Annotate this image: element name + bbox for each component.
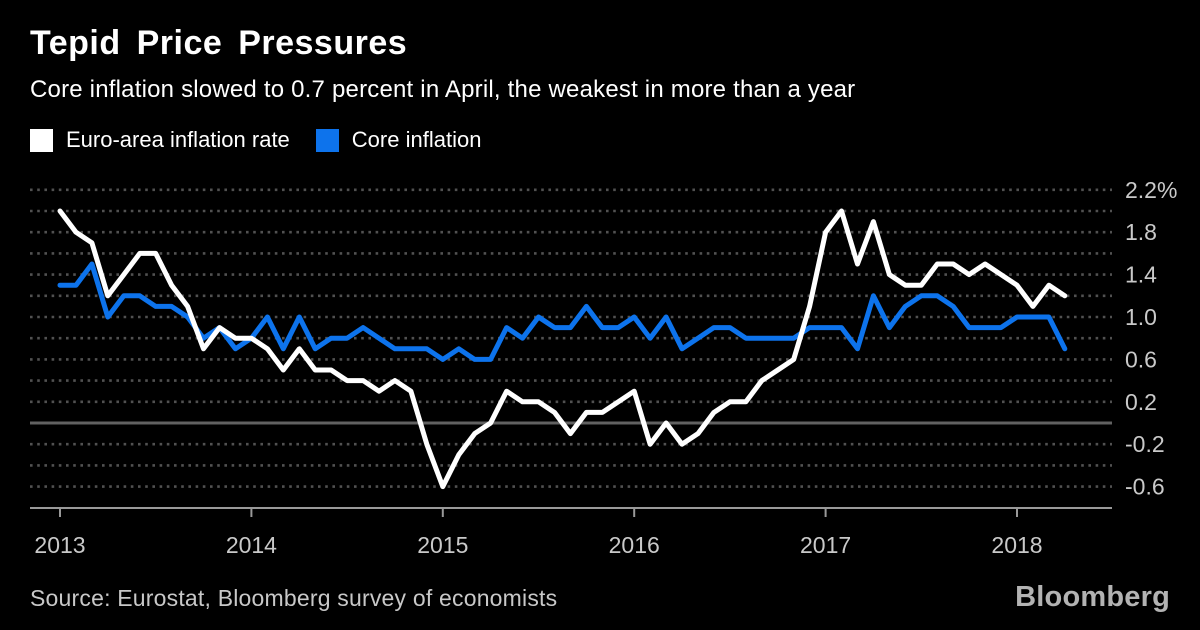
legend-label-euro-area: Euro-area inflation rate <box>66 127 290 152</box>
page-title: Tepid Price Pressures <box>30 24 408 62</box>
y-tick-label: 0.6 <box>1125 346 1157 372</box>
legend-item-core-inflation: Core inflation <box>315 127 482 153</box>
chart-subtitle: Core inflation slowed to 0.7 percent in … <box>30 76 856 103</box>
y-tick-label: 1.0 <box>1125 304 1157 330</box>
line-core-inflation <box>57 261 1068 362</box>
x-tick-label: 2013 <box>34 532 85 558</box>
legend-swatch-core-icon <box>315 128 339 152</box>
x-tick-label: 2014 <box>226 532 277 558</box>
x-tick-label: 2018 <box>991 532 1042 558</box>
x-tick-label: 2017 <box>800 532 851 558</box>
y-tick-label: -0.6 <box>1125 474 1165 500</box>
y-tick-label: -0.2 <box>1125 431 1165 457</box>
y-tick-label: 1.4 <box>1125 262 1157 288</box>
y-tick-label: 2.2% <box>1125 177 1177 203</box>
x-tick-label: 2016 <box>609 532 660 558</box>
y-tick-label: 0.2 <box>1125 389 1157 415</box>
y-tick-label: 1.8 <box>1125 219 1157 245</box>
chart-legend: Euro-area inflation rate Core inflation <box>30 127 481 153</box>
legend-label-core: Core inflation <box>351 127 482 152</box>
source-note: Source: Eurostat, Bloomberg survey of ec… <box>30 585 558 611</box>
legend-swatch-euro-area-icon <box>30 128 53 152</box>
line-euro-area-inflation-rate <box>57 208 1068 490</box>
legend-item-euro-area-inflation: Euro-area inflation rate <box>30 127 290 153</box>
x-tick-label: 2015 <box>417 532 468 558</box>
bloomberg-logo: Bloomberg <box>1015 581 1170 613</box>
